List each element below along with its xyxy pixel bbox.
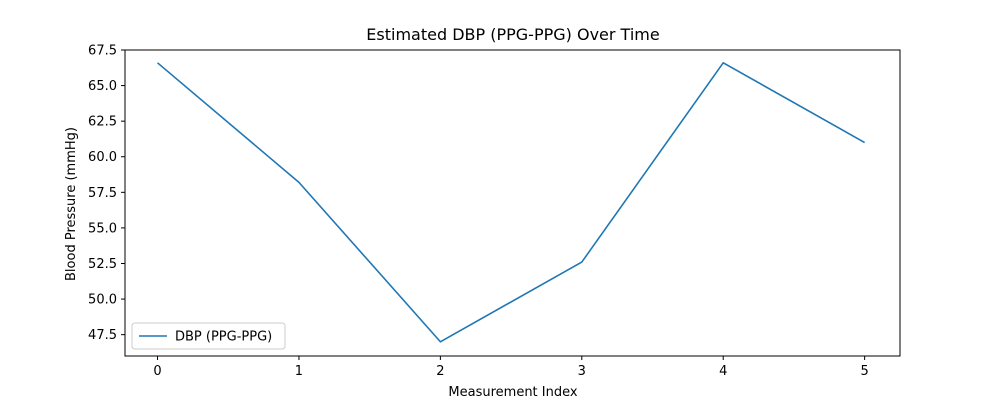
- x-tick-label: 1: [295, 364, 303, 379]
- y-tick-label: 52.5: [88, 257, 117, 272]
- legend-box: [131, 322, 286, 350]
- legend: DBP (PPG-PPG): [131, 322, 286, 350]
- series-line-0: [157, 62, 866, 343]
- y-tick-label: 50.0: [88, 293, 117, 308]
- x-tick-label: 2: [436, 364, 444, 379]
- x-tick-label: 5: [861, 364, 869, 379]
- x-axis-label: Measurement Index: [448, 385, 577, 400]
- x-tick-label: 4: [719, 364, 727, 379]
- y-tick-label: 60.0: [88, 150, 117, 165]
- legend-label: DBP (PPG-PPG): [175, 330, 272, 345]
- y-axis-label: Blood Pressure (mmHg): [64, 127, 79, 281]
- y-tick-label: 67.5: [88, 44, 117, 59]
- y-tick-label: 55.0: [88, 221, 117, 236]
- x-tick-label: 0: [153, 364, 161, 379]
- y-tick-label: 62.5: [88, 115, 117, 130]
- chart-title: Estimated DBP (PPG-PPG) Over Time: [366, 25, 659, 44]
- x-tick-label: 3: [578, 364, 586, 379]
- axes-frame: [124, 49, 901, 357]
- axes: 0 1 2 3 4 5 47.5 50.0 52.5 55.0 57.5 60.0 62.5 65.0 67…: [88, 44, 901, 379]
- y-tick-label: 65.0: [88, 79, 117, 94]
- plot-area: [157, 62, 866, 343]
- y-tick-label: 47.5: [88, 328, 117, 343]
- y-tick-label: 57.5: [88, 186, 117, 201]
